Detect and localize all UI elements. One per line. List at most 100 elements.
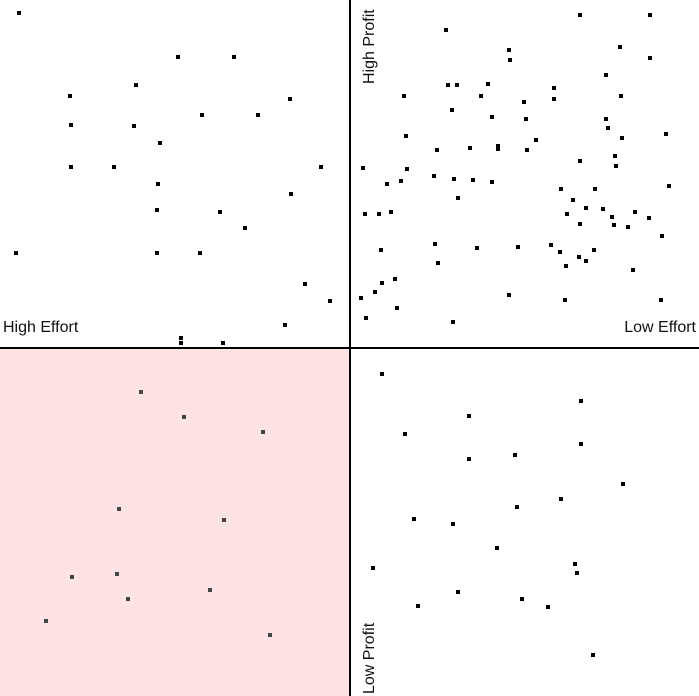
point-top-right-7 (604, 73, 608, 77)
point-top-right-10 (455, 83, 459, 87)
point-top-left-19 (14, 251, 18, 255)
point-top-right-18 (490, 115, 494, 119)
point-top-right-19 (524, 117, 528, 121)
point-bottom-right-7 (621, 482, 625, 486)
point-top-right-75 (359, 296, 363, 300)
point-top-right-36 (432, 174, 436, 178)
point-top-right-46 (571, 198, 575, 202)
point-top-right-74 (373, 290, 377, 294)
point-bottom-left-7 (208, 588, 212, 592)
point-top-left-8 (69, 123, 73, 127)
point-top-left-10 (158, 141, 162, 145)
point-top-right-29 (435, 148, 439, 152)
point-bottom-right-15 (575, 571, 579, 575)
point-top-left-13 (319, 165, 323, 169)
point-top-left-6 (200, 113, 204, 117)
point-top-right-0 (578, 13, 582, 17)
point-bottom-right-0 (380, 372, 384, 376)
point-top-right-39 (471, 178, 475, 182)
point-top-right-4 (507, 48, 511, 52)
point-top-right-31 (613, 154, 617, 158)
point-top-left-15 (289, 192, 293, 196)
point-top-right-79 (395, 306, 399, 310)
point-top-left-24 (283, 323, 287, 327)
point-top-right-20 (604, 117, 608, 121)
point-top-right-34 (361, 166, 365, 170)
point-bottom-right-9 (515, 505, 519, 509)
point-top-right-51 (377, 212, 381, 216)
point-top-right-57 (578, 222, 582, 226)
point-top-right-55 (647, 216, 651, 220)
point-top-right-70 (564, 264, 568, 268)
point-top-right-52 (565, 212, 569, 216)
point-top-left-17 (218, 210, 222, 214)
point-top-right-21 (606, 126, 610, 130)
point-bottom-left-5 (70, 575, 74, 579)
point-top-right-47 (584, 206, 588, 210)
point-bottom-right-1 (579, 399, 583, 403)
point-top-right-11 (552, 86, 556, 90)
point-top-right-14 (552, 97, 556, 101)
x-axis-right-label: Low Effort (624, 319, 696, 336)
point-top-right-2 (444, 28, 448, 32)
point-top-right-50 (363, 212, 367, 216)
point-top-right-54 (610, 215, 614, 219)
point-top-left-22 (303, 282, 307, 286)
point-top-right-76 (507, 293, 511, 297)
point-top-right-48 (601, 207, 605, 211)
point-top-right-5 (508, 58, 512, 62)
point-top-left-16 (155, 208, 159, 212)
point-bottom-left-8 (126, 597, 130, 601)
point-bottom-right-10 (412, 517, 416, 521)
point-top-right-32 (578, 159, 582, 163)
point-top-left-2 (232, 55, 236, 59)
point-top-right-13 (479, 94, 483, 98)
point-bottom-right-4 (579, 442, 583, 446)
point-top-right-24 (620, 136, 624, 140)
point-bottom-right-13 (371, 566, 375, 570)
point-top-left-3 (134, 83, 138, 87)
point-bottom-right-5 (467, 457, 471, 461)
point-top-right-78 (659, 298, 663, 302)
point-top-left-12 (112, 165, 116, 169)
point-top-right-1 (648, 13, 652, 17)
point-bottom-left-6 (115, 572, 119, 576)
point-top-right-66 (592, 248, 596, 252)
point-top-right-3 (618, 45, 622, 49)
point-top-right-49 (389, 210, 393, 214)
point-top-right-80 (364, 316, 368, 320)
point-top-left-4 (68, 94, 72, 98)
point-top-left-18 (243, 226, 247, 230)
point-top-right-38 (399, 179, 403, 183)
point-top-left-26 (179, 341, 183, 345)
x-axis-left-label: High Effort (3, 319, 79, 336)
point-top-right-33 (614, 164, 618, 168)
point-top-left-25 (179, 336, 183, 340)
point-top-right-71 (631, 268, 635, 272)
point-top-right-35 (405, 167, 409, 171)
point-top-right-41 (385, 182, 389, 186)
point-bottom-right-17 (520, 597, 524, 601)
point-top-right-67 (577, 255, 581, 259)
point-bottom-right-12 (495, 546, 499, 550)
point-top-right-37 (452, 177, 456, 181)
point-top-right-42 (667, 184, 671, 188)
point-top-left-1 (176, 55, 180, 59)
point-top-right-45 (456, 196, 460, 200)
point-top-right-53 (633, 210, 637, 214)
point-top-left-7 (256, 113, 260, 117)
point-top-right-8 (486, 82, 490, 86)
point-top-right-63 (549, 243, 553, 247)
y-axis-bottom-label: Low Profit (361, 622, 378, 694)
point-top-right-65 (558, 250, 562, 254)
point-top-right-43 (559, 187, 563, 191)
point-bottom-left-0 (139, 390, 143, 394)
point-bottom-left-9 (44, 619, 48, 623)
point-top-right-68 (436, 261, 440, 265)
point-top-right-69 (584, 259, 588, 263)
point-bottom-right-19 (546, 605, 550, 609)
point-top-right-9 (446, 83, 450, 87)
point-top-right-17 (450, 108, 454, 112)
